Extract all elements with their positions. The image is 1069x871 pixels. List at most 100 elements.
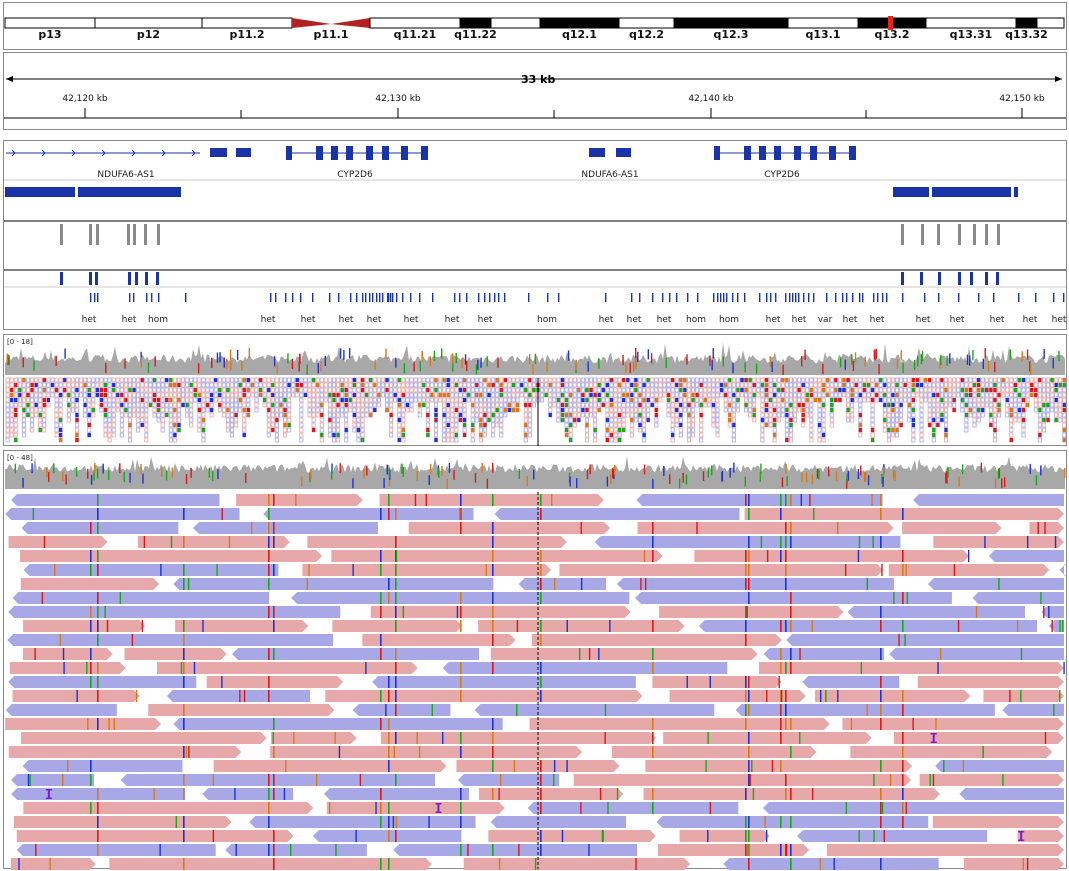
read-mismatch (675, 408, 679, 412)
read-mismatch (564, 403, 569, 407)
aligned-read (997, 382, 1002, 388)
read-mismatch (548, 383, 552, 387)
aligned-read (768, 422, 773, 428)
aligned-read (160, 377, 165, 383)
aligned-read (703, 387, 708, 393)
coverage-mismatch (785, 463, 787, 474)
aligned-read (454, 412, 459, 418)
read-mismatch (183, 508, 185, 520)
aligned-read (438, 387, 443, 393)
aligned-read (625, 397, 630, 403)
read-mismatch (120, 403, 124, 407)
read-mismatch (183, 704, 185, 716)
read-mismatch (218, 403, 222, 407)
aligned-read (1037, 397, 1042, 403)
read-mismatch (273, 648, 275, 660)
aligned-read (568, 397, 573, 403)
read-mismatch (395, 592, 397, 604)
read-mismatch (268, 522, 270, 534)
aligned-read (299, 392, 304, 398)
aligned-read (854, 392, 859, 398)
read-mismatch (418, 403, 422, 407)
aligned-read (846, 382, 851, 388)
coverage-mismatch (852, 360, 855, 371)
read-mismatch (666, 398, 671, 402)
read-mismatch (745, 676, 747, 688)
aligned-read (613, 422, 618, 428)
read-mismatch (936, 393, 940, 397)
aligned-read (931, 402, 936, 408)
read-mismatch (728, 378, 732, 382)
aligned-read (784, 417, 789, 423)
read-mismatch (989, 423, 993, 427)
read-mismatch (360, 383, 365, 387)
genotype-tick (676, 293, 678, 302)
aligned-read (972, 377, 977, 383)
read-mismatch (197, 408, 201, 412)
read-mismatch (173, 408, 177, 412)
aligned-read (735, 377, 740, 383)
aligned-read (895, 412, 900, 418)
aligned-read (654, 417, 659, 423)
read-mismatch (902, 802, 904, 814)
read-mismatch (271, 383, 275, 387)
variant-site (921, 224, 924, 245)
aligned-read (1033, 397, 1038, 403)
aligned-read (605, 407, 610, 413)
read-mismatch (871, 494, 873, 506)
aligned-read (393, 397, 398, 403)
aligned-read (980, 412, 985, 418)
read-mismatch (642, 433, 646, 437)
read-mismatch (588, 648, 591, 660)
aligned-read (527, 382, 532, 388)
aligned-read (960, 382, 965, 388)
aligned-read (633, 402, 638, 408)
aligned-read (495, 412, 500, 418)
read-mismatch (369, 413, 373, 417)
aligned-read (107, 432, 112, 438)
aligned-read (487, 387, 492, 393)
aligned-read (132, 402, 137, 408)
aligned-read (209, 382, 214, 388)
feature-panel[interactable] (3, 140, 1067, 330)
aligned-read (119, 382, 124, 388)
aligned-read (364, 377, 369, 383)
aligned-read (976, 402, 981, 408)
read-mismatch (652, 550, 654, 562)
aligned-read (605, 387, 610, 393)
read-mismatch (405, 403, 410, 407)
aligned-read (911, 412, 916, 418)
aligned-read (197, 387, 202, 393)
aligned-read (833, 392, 838, 398)
read-mismatch (499, 774, 502, 786)
gene-exon (401, 146, 408, 160)
coverage-mismatch (33, 360, 35, 371)
aligned-read (944, 417, 949, 423)
read-mismatch (842, 378, 846, 382)
aligned-read (984, 377, 989, 383)
genotype-label: het (949, 315, 965, 325)
genotype-tick (410, 293, 412, 302)
aligned-read (1046, 377, 1051, 383)
aligned-read (299, 417, 304, 423)
aligned-read (385, 392, 390, 398)
aligned-read (699, 432, 704, 438)
read-mismatch (14, 408, 18, 412)
aligned-read (964, 382, 969, 388)
read-mismatch (797, 388, 801, 392)
read-mismatch (902, 746, 904, 758)
read-mismatch (652, 522, 654, 534)
ruler-panel[interactable] (3, 52, 1067, 130)
coverage-mismatch (532, 364, 534, 375)
aligned-read (397, 427, 402, 433)
read-mismatch (1017, 408, 1022, 412)
aligned-read (401, 412, 406, 418)
insertion-marker (1020, 831, 1023, 841)
aligned-read (919, 774, 1064, 786)
aligned-read (964, 427, 969, 433)
aligned-read (5, 704, 117, 716)
aligned-read (352, 422, 357, 428)
read-mismatch (293, 732, 295, 744)
coverage-mismatch (1021, 351, 1023, 362)
